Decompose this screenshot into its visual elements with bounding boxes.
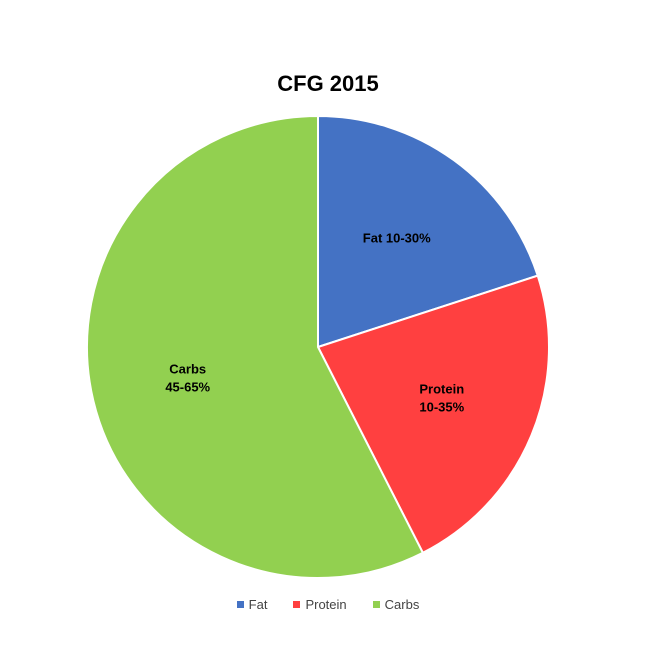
- slice-label-protein: Protein 10-35%: [419, 381, 464, 414]
- pie-slice-fat: [317, 114, 539, 349]
- pie-slice-protein: [316, 274, 550, 555]
- legend-item-carbs: Carbs: [372, 597, 420, 612]
- legend-item-fat: Fat: [236, 597, 268, 612]
- slice-label-carbs: Carbs 45-65%: [165, 361, 210, 394]
- legend-swatch-fat: [236, 601, 244, 608]
- legend-swatch-carbs: [372, 601, 380, 608]
- legend-label-carbs: Carbs: [384, 597, 420, 612]
- legend: Fat Protein Carbs: [0, 597, 656, 612]
- legend-label-protein: Protein: [305, 597, 347, 612]
- slice-label-fat: Fat 10-30%: [363, 231, 431, 246]
- legend-swatch-protein: [293, 601, 301, 608]
- legend-item-protein: Protein: [293, 597, 347, 612]
- pie-slice-carbs: [86, 114, 425, 579]
- chart-title: CFG 2015: [277, 71, 379, 96]
- legend-label-fat: Fat: [248, 597, 268, 612]
